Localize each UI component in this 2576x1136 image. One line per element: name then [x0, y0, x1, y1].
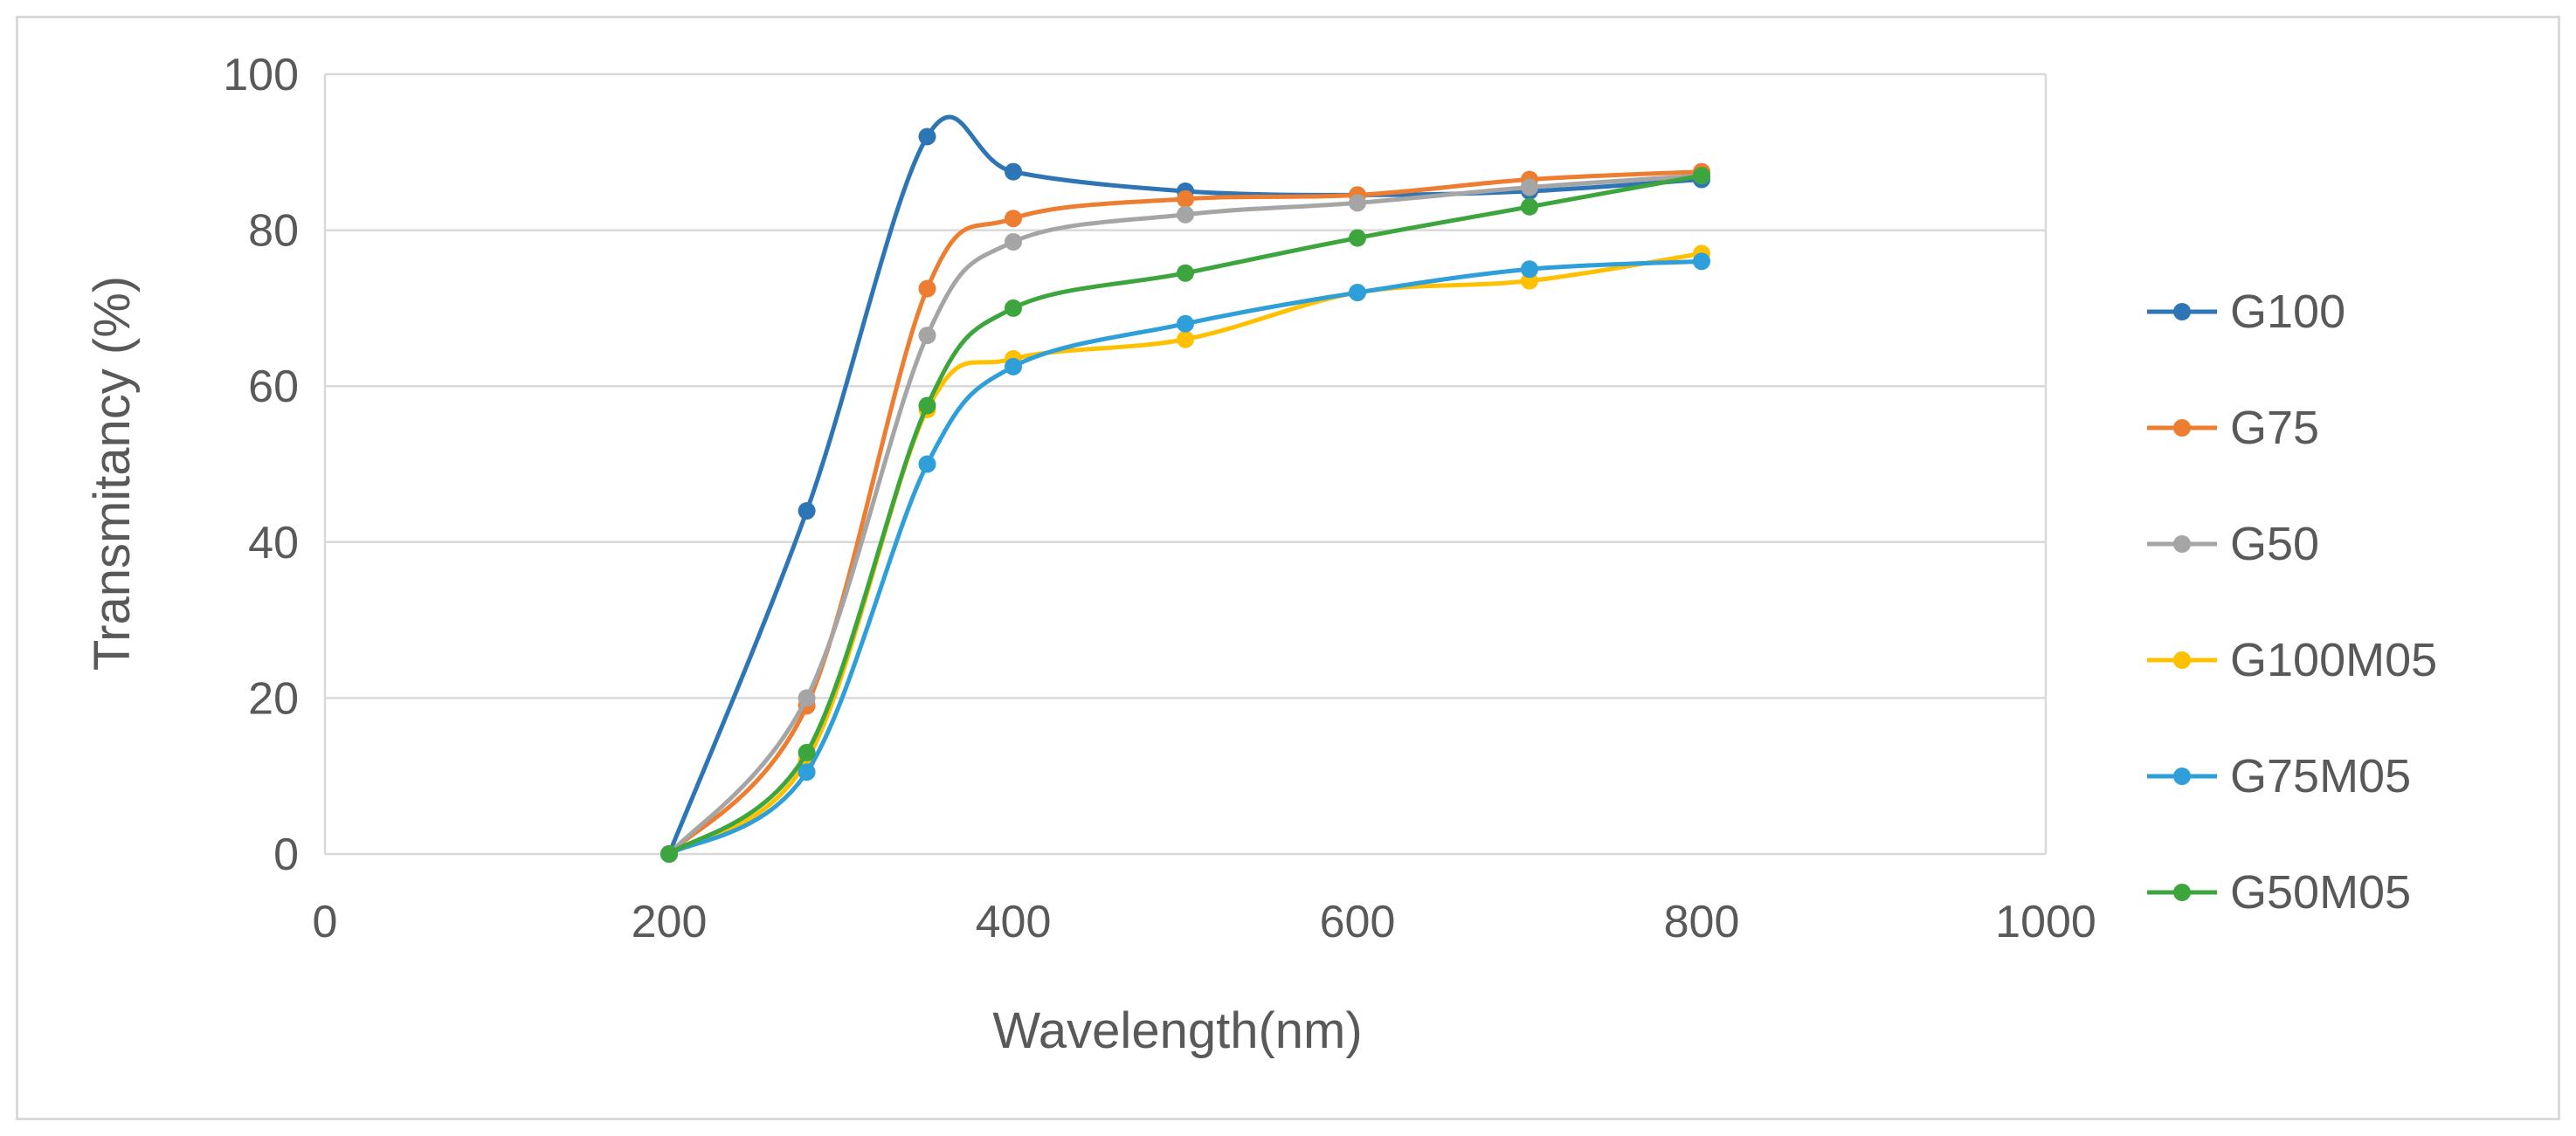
legend-item-g75: G75 — [2147, 402, 2319, 454]
data-point-g50 — [918, 327, 936, 345]
y-tick-label: 20 — [248, 673, 299, 724]
data-point-g75m05 — [918, 455, 936, 473]
series-line-g50 — [667, 173, 1702, 856]
legend-label: G75 — [2230, 402, 2319, 454]
data-point-g50 — [1005, 232, 1022, 251]
legend-item-g100m05: G100M05 — [2147, 634, 2437, 686]
legend: G100 G75 G50 G100M05 G75M05 G50M05 — [2147, 286, 2437, 919]
y-tick-label: 100 — [223, 50, 299, 100]
data-point-g50m05 — [1005, 299, 1022, 317]
data-point-g75m05 — [1177, 314, 1194, 333]
data-point-g50m05 — [660, 845, 678, 863]
chart-frame — [16, 16, 2560, 1120]
x-tick-label: 0 — [313, 897, 338, 947]
x-tick-labels: 0 200 400 600 800 1000 — [313, 897, 2096, 947]
series-lines — [660, 114, 1710, 863]
x-axis-title: Wavelength(nm) — [992, 1002, 1362, 1059]
data-point-g50 — [1521, 178, 1538, 196]
x-tick-label: 200 — [632, 897, 708, 947]
legend-item-g75m05: G75M05 — [2147, 750, 2411, 802]
data-point-g50 — [1349, 194, 1366, 212]
series-line-g50m05 — [667, 173, 1702, 857]
y-tick-label: 40 — [248, 518, 299, 568]
series-line-g75m05 — [667, 258, 1702, 857]
data-point-g75m05 — [798, 763, 816, 781]
data-point-g100 — [1005, 162, 1022, 181]
series-g50 — [660, 167, 1710, 863]
legend-item-g100: G100 — [2147, 286, 2345, 338]
data-point-g50m05 — [1349, 229, 1366, 247]
data-point-g100 — [918, 127, 936, 146]
data-point-g100m05 — [1177, 330, 1194, 348]
y-tick-label: 0 — [273, 830, 299, 880]
data-point-g75 — [1177, 189, 1194, 208]
data-point-g75 — [1005, 210, 1022, 228]
x-tick-label: 600 — [1320, 897, 1396, 947]
data-point-g75m05 — [1521, 260, 1538, 279]
legend-label: G50 — [2230, 518, 2319, 570]
data-point-g50m05 — [1177, 264, 1194, 282]
data-point-g75 — [918, 279, 936, 298]
data-point-g75m05 — [1349, 284, 1366, 302]
legend-label: G75M05 — [2230, 750, 2411, 802]
y-tick-label: 60 — [248, 361, 299, 412]
x-tick-label: 1000 — [1995, 897, 2096, 947]
legend-item-g50m05: G50M05 — [2147, 866, 2411, 919]
x-tick-label: 400 — [976, 897, 1052, 947]
series-g100m05 — [660, 244, 1710, 863]
legend-swatch-marker — [2173, 768, 2191, 785]
data-point-g75m05 — [1693, 252, 1710, 271]
legend-label: G50M05 — [2230, 866, 2411, 919]
legend-swatch-marker — [2173, 651, 2191, 669]
data-point-g50 — [1177, 205, 1194, 224]
data-point-g50 — [798, 689, 816, 707]
data-point-g75m05 — [1005, 357, 1022, 375]
legend-swatch-marker — [2173, 303, 2191, 320]
gridlines — [323, 72, 2048, 856]
legend-swatch-marker — [2173, 884, 2191, 901]
data-point-g100 — [798, 502, 816, 520]
x-tick-label: 800 — [1664, 897, 1740, 947]
y-tick-labels: 0 20 40 60 80 100 — [223, 50, 299, 880]
legend-swatch-marker — [2173, 535, 2191, 553]
legend-label: G100M05 — [2230, 634, 2437, 686]
legend-label: G100 — [2230, 286, 2345, 338]
legend-swatch-marker — [2173, 419, 2191, 437]
series-g50m05 — [660, 167, 1710, 863]
legend-item-g50: G50 — [2147, 518, 2319, 570]
data-point-g50m05 — [798, 743, 816, 761]
data-point-g50m05 — [1521, 197, 1538, 216]
data-point-g50m05 — [918, 396, 936, 415]
data-point-g50m05 — [1693, 167, 1710, 185]
series-line-g100m05 — [667, 251, 1702, 857]
y-tick-label: 80 — [248, 206, 299, 257]
y-axis-title: Transmitancy (%) — [84, 276, 141, 671]
